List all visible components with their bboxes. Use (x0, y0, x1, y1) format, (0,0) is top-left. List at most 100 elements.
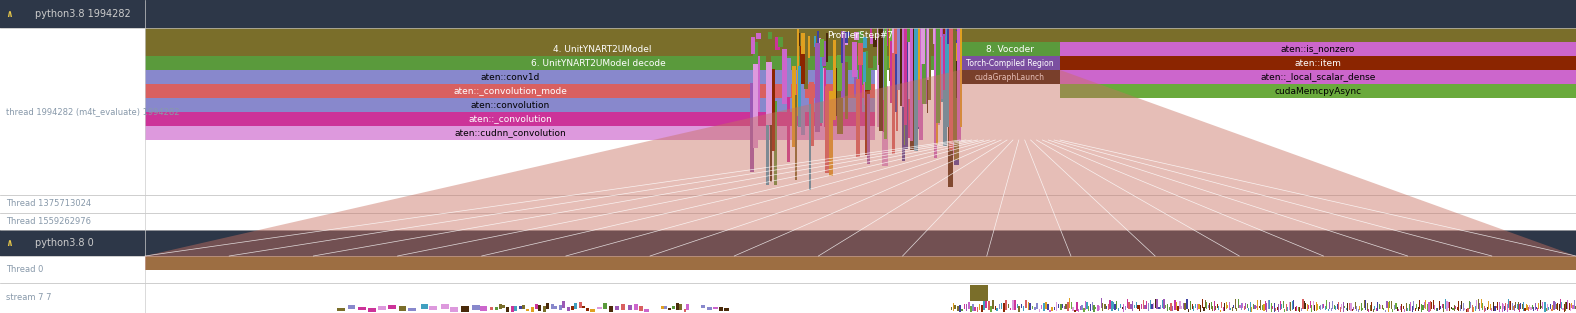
Text: stream 7 7: stream 7 7 (6, 294, 52, 302)
Bar (919, 28, 922, 63)
Text: python3.8 0: python3.8 0 (35, 238, 93, 248)
Bar (574, 303, 577, 309)
Bar (884, 28, 886, 52)
Bar (1050, 310, 1051, 312)
Bar (966, 304, 968, 311)
Bar (506, 307, 509, 312)
Bar (774, 101, 777, 185)
Bar (939, 28, 941, 96)
Bar (794, 95, 797, 180)
Bar (796, 33, 801, 46)
Bar (1002, 303, 1004, 312)
Bar (920, 79, 922, 137)
Bar (621, 304, 626, 310)
Bar (911, 28, 913, 141)
Bar (903, 28, 905, 48)
Bar (766, 32, 771, 66)
Bar (1012, 300, 1013, 310)
Bar (519, 305, 522, 309)
Bar (845, 62, 848, 119)
Text: ∧: ∧ (6, 9, 13, 19)
Bar (834, 58, 835, 99)
Text: aten::cudnn_convolution: aten::cudnn_convolution (454, 129, 566, 137)
Bar (1061, 56, 1576, 70)
Text: thread 1994282 (m4t_evaluate) 1994282: thread 1994282 (m4t_evaluate) 1994282 (6, 107, 180, 116)
Bar (1043, 303, 1045, 311)
Bar (883, 86, 887, 166)
Bar (679, 304, 681, 310)
Bar (0, 195, 1576, 213)
Bar (854, 49, 857, 97)
Bar (567, 307, 569, 311)
Bar (942, 28, 946, 36)
Bar (145, 56, 1051, 70)
Bar (1057, 304, 1059, 308)
Bar (145, 28, 1576, 42)
Bar (928, 28, 930, 48)
Text: aten::is_nonzero: aten::is_nonzero (1281, 44, 1355, 54)
Bar (920, 28, 925, 64)
Bar (890, 48, 895, 101)
Bar (511, 306, 514, 312)
Bar (441, 304, 449, 309)
Bar (958, 28, 960, 108)
Bar (756, 33, 761, 39)
Bar (883, 28, 886, 100)
Text: aten::item: aten::item (1294, 59, 1341, 68)
Bar (960, 42, 1061, 56)
Bar (941, 38, 944, 63)
Bar (766, 62, 772, 125)
Bar (917, 28, 920, 127)
Bar (892, 35, 897, 88)
Bar (955, 30, 957, 53)
Bar (782, 49, 786, 104)
Bar (892, 28, 895, 79)
Bar (957, 28, 960, 76)
Bar (965, 304, 966, 309)
Bar (1005, 300, 1007, 310)
Bar (878, 28, 881, 127)
Bar (953, 84, 960, 160)
Bar (876, 28, 881, 95)
Bar (938, 28, 941, 37)
Bar (879, 28, 883, 131)
Bar (686, 304, 689, 310)
Bar (358, 306, 366, 310)
Bar (909, 28, 911, 33)
Bar (821, 41, 826, 66)
Bar (949, 66, 953, 121)
Bar (671, 306, 675, 309)
Bar (883, 40, 887, 82)
Bar (949, 28, 953, 150)
Bar (879, 31, 884, 89)
Bar (534, 304, 537, 309)
Bar (676, 304, 679, 310)
Bar (922, 28, 924, 100)
Bar (555, 306, 558, 309)
Bar (906, 28, 911, 42)
Bar (1028, 302, 1029, 310)
Bar (816, 31, 820, 44)
Bar (145, 256, 1576, 270)
Bar (947, 28, 949, 44)
Bar (865, 51, 872, 90)
Bar (939, 28, 942, 100)
Bar (974, 307, 976, 311)
Bar (955, 61, 958, 98)
Bar (922, 28, 927, 105)
Bar (900, 28, 903, 106)
Text: Thread 0: Thread 0 (6, 265, 44, 274)
Bar (582, 306, 585, 308)
Bar (815, 44, 821, 132)
Bar (547, 303, 550, 309)
Bar (531, 307, 534, 312)
Bar (980, 305, 983, 312)
Bar (837, 54, 843, 134)
Bar (1032, 306, 1034, 309)
Bar (388, 305, 396, 310)
Bar (1023, 306, 1024, 311)
Bar (804, 33, 808, 89)
Bar (879, 65, 883, 104)
Bar (957, 31, 958, 40)
Bar (949, 28, 950, 44)
